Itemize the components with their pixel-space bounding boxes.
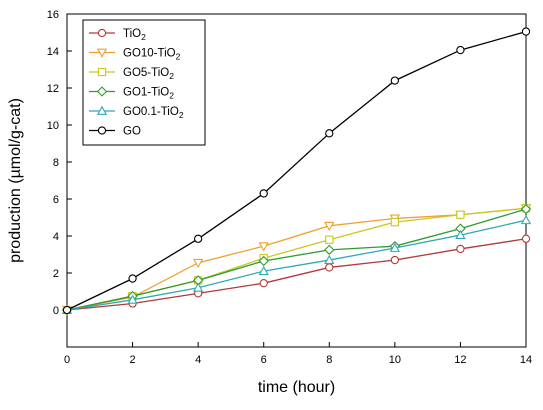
y-tick-label: 2	[53, 268, 59, 280]
x-tick-label: 8	[326, 354, 332, 366]
legend-marker	[96, 48, 108, 58]
data-point	[455, 229, 466, 239]
y-tick-label: 14	[47, 46, 59, 58]
plot-frame	[66, 13, 527, 348]
y-tick-label: 8	[53, 157, 59, 169]
data-point	[193, 258, 204, 269]
legend-label-text: GO1-TiO	[123, 87, 169, 99]
series-line	[66, 238, 527, 311]
legend-label: GO5-TiO2	[123, 67, 174, 81]
y-axis-title: production (µmol/g-cat)	[7, 98, 24, 263]
legend-label: TiO2	[123, 28, 146, 42]
data-point	[324, 244, 335, 256]
data-point	[520, 214, 532, 225]
series-line	[66, 219, 527, 311]
data-point	[258, 265, 269, 276]
data-point	[390, 76, 400, 85]
data-point	[325, 235, 334, 244]
y-axis-ticks: 0 2 4 6 8 10 12 14 16	[47, 9, 72, 317]
legend-entry: GO0.1-TiO2	[89, 105, 184, 120]
data-point	[127, 294, 138, 304]
plot-axes	[66, 13, 527, 348]
x-axis-ticks: 0 2 4 6 8 10 12 14	[64, 342, 532, 366]
data-point	[324, 221, 335, 232]
legend-marker	[97, 67, 107, 77]
y-tick-label: 0	[53, 305, 59, 317]
data-point	[390, 217, 400, 227]
series-line	[66, 208, 527, 311]
data-point	[193, 282, 204, 292]
legend-entry: GO10-TiO2	[89, 48, 181, 62]
y-tick-label: 16	[47, 9, 59, 21]
data-point	[193, 234, 203, 243]
data-point	[324, 254, 335, 264]
legend-marker	[97, 126, 107, 135]
y-tick-label: 12	[47, 83, 59, 95]
series-4	[61, 214, 532, 314]
data-point	[389, 242, 400, 252]
series-line	[66, 30, 527, 311]
data-point	[258, 242, 269, 252]
legend-marker	[97, 28, 107, 38]
legend-label-subscript: 2	[176, 52, 181, 62]
x-tick-label: 12	[454, 354, 466, 366]
series-layer	[61, 27, 532, 316]
legend-box	[82, 19, 206, 146]
legend-entry: GO1-TiO2	[89, 86, 174, 101]
legend-marker	[96, 86, 108, 97]
x-tick-label: 6	[261, 354, 267, 366]
x-tick-label: 10	[389, 354, 401, 366]
data-point	[520, 203, 532, 215]
data-point	[456, 210, 465, 219]
legend-label: GO0.1-TiO2	[123, 106, 184, 120]
legend-entry: GO5-TiO2	[89, 67, 174, 81]
legend-label-text: TiO	[123, 28, 141, 40]
series-5	[62, 27, 531, 315]
legend-label-subscript: 2	[169, 91, 174, 101]
legend-label-subscript: 2	[169, 71, 174, 81]
data-point	[456, 45, 465, 55]
x-tick-label: 2	[130, 354, 136, 366]
x-tick-label: 4	[195, 354, 201, 366]
legend-label-subscript: 2	[179, 110, 184, 120]
legend-entry: GO	[89, 126, 141, 138]
x-tick-label: 0	[64, 354, 70, 366]
y-tick-label: 10	[47, 120, 59, 132]
data-point	[390, 255, 400, 265]
data-point	[128, 274, 137, 283]
legend: TiO2GO10-TiO2GO5-TiO2GO1-TiO2GO0.1-TiO2G…	[82, 19, 206, 146]
data-point	[259, 189, 268, 198]
legend-label-subscript: 2	[141, 32, 146, 42]
data-point	[325, 129, 334, 138]
x-tick-label: 14	[520, 354, 532, 366]
data-point	[62, 305, 72, 315]
legend-label: GO10-TiO2	[123, 48, 181, 62]
data-point	[456, 244, 465, 254]
data-point	[521, 27, 531, 36]
data-point	[258, 255, 269, 267]
data-point	[325, 263, 334, 272]
legend-label-text: GO5-TiO	[123, 67, 169, 79]
x-axis-title: time (hour)	[258, 379, 335, 396]
legend-label-text: GO	[123, 126, 141, 138]
legend-label: GO1-TiO2	[123, 87, 174, 101]
legend-label-text: GO10-TiO	[123, 48, 176, 60]
data-point	[521, 234, 531, 243]
data-point	[259, 279, 268, 288]
legend-marker	[96, 105, 108, 115]
y-tick-label: 4	[53, 231, 59, 243]
y-tick-label: 6	[53, 194, 59, 206]
legend-label-text: GO0.1-TiO	[123, 106, 179, 118]
legend-entry: TiO2	[89, 28, 146, 42]
legend-label: GO	[123, 126, 141, 138]
